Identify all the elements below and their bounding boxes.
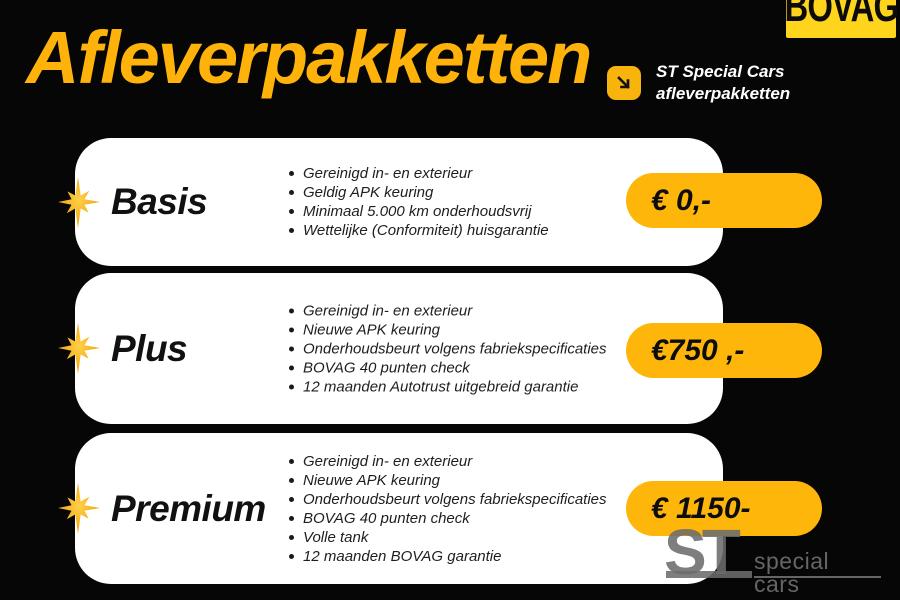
price-badge-plus: €750 ,- xyxy=(626,323,822,378)
bovag-logo-text: BOVAG xyxy=(784,0,899,31)
st-logo-text-underline xyxy=(754,576,881,578)
feature-item: BOVAG 40 punten check xyxy=(287,358,607,377)
feature-item: Minimaal 5.000 km onderhoudsvrij xyxy=(287,202,549,221)
feature-item: Onderhoudsbeurt volgens fabriekspecifica… xyxy=(287,490,607,509)
feature-item: Nieuwe APK keuring xyxy=(287,471,607,490)
feature-list: Gereinigd in- en exterieur Geldig APK keu… xyxy=(287,164,549,240)
package-card-premium: Premium Gereinigd in- en exterieur Nieuwe… xyxy=(75,433,723,584)
feature-item: Gereinigd in- en exterieur xyxy=(287,452,607,471)
feature-item: 12 maanden BOVAG garantie xyxy=(287,547,607,566)
arrow-down-right-icon xyxy=(607,66,641,100)
feature-item: Nieuwe APK keuring xyxy=(287,320,607,339)
starburst-icon xyxy=(58,483,100,534)
package-card-basis: Basis Gereinigd in- en exterieur Geldig A… xyxy=(75,138,723,266)
price-badge-premium: € 1150- xyxy=(626,481,822,536)
package-name: Premium xyxy=(111,487,266,529)
intro-caption: ST Special Cars afleverpakketten xyxy=(656,61,790,105)
starburst-icon xyxy=(58,177,100,228)
intro-caption-line2: afleverpakketten xyxy=(656,84,791,103)
starburst-icon xyxy=(58,323,100,374)
feature-item: 12 maanden Autotrust uitgebreid garantie xyxy=(287,377,607,396)
package-card-plus: Plus Gereinigd in- en exterieur Nieuwe AP… xyxy=(75,273,723,424)
feature-list: Gereinigd in- en exterieur Nieuwe APK keu… xyxy=(287,301,607,396)
feature-item: Geldig APK keuring xyxy=(287,183,549,202)
st-logo-text: special cars xyxy=(754,548,830,597)
package-name: Basis xyxy=(111,181,208,222)
price-badge-basis: € 0,- xyxy=(626,173,822,228)
page-title: Afleverpakketten xyxy=(26,15,592,99)
feature-item: Onderhoudsbeurt volgens fabriekspecifica… xyxy=(287,339,607,358)
price-text: € 1150- xyxy=(651,491,751,525)
arrow-down-right-glyph xyxy=(617,76,630,89)
st-logo-underbar xyxy=(666,571,752,578)
feature-item: Wettelijke (Conformiteit) huisgarantie xyxy=(287,221,549,240)
price-text: €750 ,- xyxy=(651,333,745,367)
feature-item: Gereinigd in- en exterieur xyxy=(287,164,549,183)
intro-caption-line1: ST Special Cars xyxy=(656,62,785,81)
feature-item: Volle tank xyxy=(287,528,607,547)
bovag-logo: BOVAG xyxy=(784,0,899,38)
package-name: Plus xyxy=(111,327,188,369)
feature-item: Gereinigd in- en exterieur xyxy=(287,301,607,320)
price-text: € 0,- xyxy=(651,183,712,217)
feature-item: BOVAG 40 punten check xyxy=(287,509,607,528)
feature-list: Gereinigd in- en exterieur Nieuwe APK keu… xyxy=(287,452,607,566)
